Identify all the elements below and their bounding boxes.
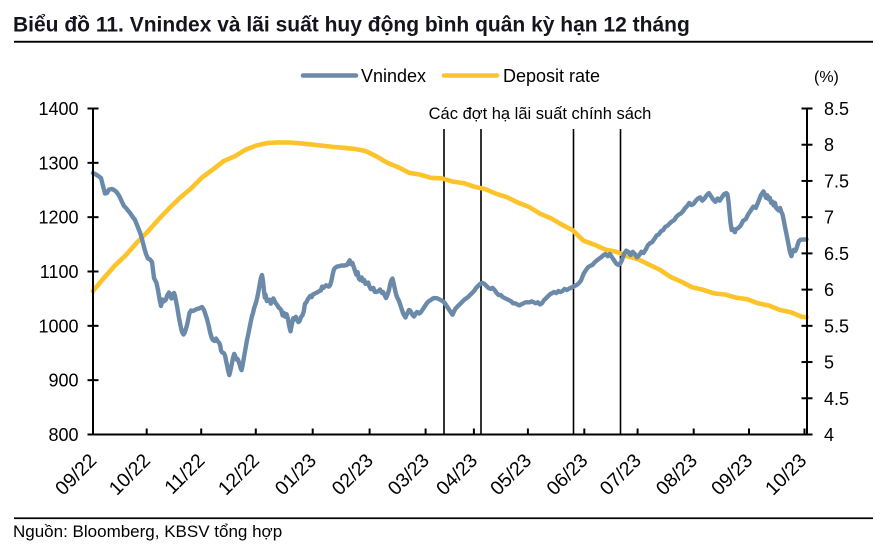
svg-text:05/23: 05/23 bbox=[486, 450, 536, 500]
svg-text:08/23: 08/23 bbox=[652, 450, 702, 500]
svg-text:07/23: 07/23 bbox=[596, 450, 646, 500]
svg-text:1000: 1000 bbox=[38, 316, 78, 336]
svg-text:10/22: 10/22 bbox=[105, 450, 155, 500]
svg-text:04/23: 04/23 bbox=[432, 450, 482, 500]
svg-text:6.5: 6.5 bbox=[824, 244, 849, 264]
svg-text:7: 7 bbox=[824, 208, 834, 228]
svg-text:4: 4 bbox=[824, 425, 834, 445]
svg-text:900: 900 bbox=[48, 371, 78, 391]
svg-text:8: 8 bbox=[824, 135, 834, 155]
svg-text:03/23: 03/23 bbox=[384, 450, 434, 500]
svg-text:01/23: 01/23 bbox=[271, 450, 321, 500]
svg-text:1100: 1100 bbox=[40, 262, 79, 282]
svg-text:Biểu đồ 11. Vnindex và lãi suấ: Biểu đồ 11. Vnindex và lãi suất huy động… bbox=[13, 14, 690, 37]
svg-text:09/22: 09/22 bbox=[51, 450, 101, 500]
svg-text:8.5: 8.5 bbox=[824, 99, 849, 119]
svg-text:02/23: 02/23 bbox=[328, 450, 378, 500]
svg-text:1200: 1200 bbox=[38, 208, 78, 228]
svg-text:7.5: 7.5 bbox=[824, 171, 849, 191]
svg-text:10/23: 10/23 bbox=[761, 450, 811, 500]
svg-text:800: 800 bbox=[48, 425, 78, 445]
svg-text:09/23: 09/23 bbox=[707, 450, 757, 500]
svg-text:(%): (%) bbox=[814, 69, 839, 86]
svg-text:6: 6 bbox=[824, 280, 834, 300]
svg-text:Deposit rate: Deposit rate bbox=[503, 66, 600, 86]
svg-text:4.5: 4.5 bbox=[824, 389, 849, 409]
svg-text:11/22: 11/22 bbox=[160, 450, 209, 499]
svg-text:06/23: 06/23 bbox=[542, 450, 592, 500]
svg-text:Nguồn: Bloomberg, KBSV tổng hợ: Nguồn: Bloomberg, KBSV tổng hợp bbox=[13, 522, 282, 541]
svg-text:Các đợt hạ lãi suất chính sách: Các đợt hạ lãi suất chính sách bbox=[429, 105, 652, 123]
svg-text:12/22: 12/22 bbox=[214, 450, 264, 500]
svg-text:5.5: 5.5 bbox=[824, 316, 849, 336]
svg-text:1300: 1300 bbox=[38, 153, 78, 173]
svg-text:5: 5 bbox=[824, 353, 834, 373]
svg-text:Vnindex: Vnindex bbox=[361, 66, 426, 86]
svg-text:1400: 1400 bbox=[38, 99, 78, 119]
